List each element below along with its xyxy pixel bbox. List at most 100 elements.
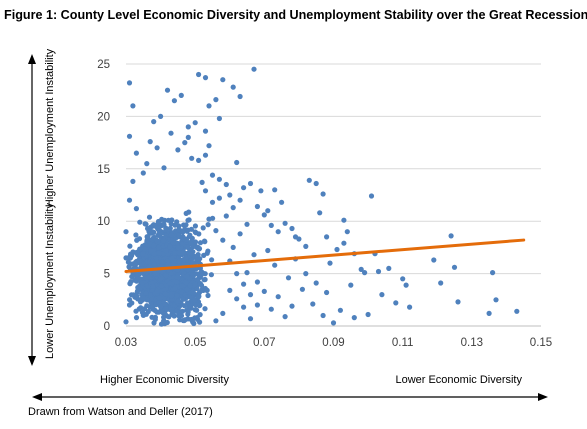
data-point — [199, 282, 205, 289]
data-point — [147, 139, 153, 145]
data-point — [451, 264, 458, 270]
data-point — [317, 210, 323, 216]
axis-notes: Higher Economic Diversity Lower Economic … — [44, 48, 522, 386]
trendline-layer — [124, 238, 526, 274]
data-point — [275, 294, 281, 300]
y-tick-label: 0 — [104, 321, 110, 333]
data-point — [125, 259, 131, 265]
axis-arrows — [28, 54, 548, 401]
data-point — [148, 248, 154, 254]
data-point — [150, 304, 156, 310]
data-point — [299, 286, 305, 292]
data-point — [247, 292, 254, 298]
data-point — [213, 228, 219, 234]
data-point — [132, 259, 139, 265]
data-point — [202, 188, 209, 194]
data-point — [188, 251, 194, 257]
data-point — [254, 302, 260, 308]
y-tick-labels: 0 5 10 15 20 25 — [97, 59, 110, 333]
data-point — [192, 282, 198, 288]
data-point — [251, 66, 257, 72]
data-point — [197, 319, 203, 325]
data-point — [241, 185, 247, 191]
chart-title: Figure 1: County Level Economic Diversit… — [4, 8, 587, 22]
data-point — [175, 232, 181, 238]
x-tick-label: 0.07 — [253, 337, 275, 349]
data-point — [192, 229, 198, 235]
y-tick-label: 10 — [97, 216, 110, 228]
data-point — [275, 229, 281, 235]
x-tick-label: 0.15 — [530, 337, 552, 349]
data-point — [201, 252, 207, 258]
data-point — [192, 297, 198, 303]
data-point — [142, 242, 148, 248]
data-point — [227, 192, 233, 198]
data-point — [126, 302, 133, 308]
data-point — [213, 318, 219, 324]
data-point — [234, 159, 240, 166]
x-arrow-head-left — [32, 393, 42, 401]
x-tick-label: 0.13 — [461, 337, 483, 349]
data-point — [241, 281, 247, 287]
data-point — [362, 270, 368, 276]
data-point — [199, 287, 205, 293]
y-tick-label: 20 — [97, 111, 110, 123]
data-point — [282, 220, 288, 226]
data-point — [153, 255, 160, 261]
data-point — [146, 214, 153, 220]
data-point — [220, 77, 226, 83]
data-point — [130, 103, 136, 109]
data-point — [161, 222, 167, 228]
data-point — [161, 165, 167, 171]
data-point — [197, 302, 203, 308]
data-point — [241, 304, 247, 310]
data-point — [135, 275, 141, 281]
y-tick-label: 25 — [97, 59, 110, 71]
data-point — [175, 309, 181, 315]
data-point — [179, 283, 185, 289]
data-point — [330, 320, 337, 326]
data-point — [154, 145, 160, 151]
data-point — [151, 251, 157, 257]
data-point — [234, 271, 240, 277]
data-point — [205, 248, 211, 254]
data-point — [285, 275, 292, 281]
data-point — [134, 249, 140, 255]
data-point — [188, 316, 195, 323]
data-point — [200, 225, 206, 231]
data-point — [216, 195, 222, 201]
data-point — [162, 295, 168, 301]
x-note-high: Lower Economic Diversity — [395, 374, 522, 386]
data-point — [205, 222, 211, 228]
data-point — [202, 128, 209, 134]
data-point — [144, 161, 150, 167]
data-point — [201, 277, 207, 283]
data-point — [196, 157, 202, 163]
data-point — [174, 279, 180, 285]
data-point — [189, 155, 195, 161]
data-point — [261, 288, 267, 294]
data-point — [148, 292, 154, 298]
data-point — [187, 303, 194, 309]
data-point — [145, 234, 151, 240]
data-point — [148, 224, 154, 230]
data-point — [306, 177, 312, 183]
data-point — [227, 287, 233, 293]
data-point — [181, 256, 187, 263]
data-point — [279, 199, 285, 205]
data-point — [168, 130, 174, 136]
data-point — [206, 103, 212, 109]
data-point — [358, 266, 364, 272]
data-point — [130, 178, 136, 184]
data-point — [486, 310, 492, 316]
data-point — [183, 237, 190, 243]
data-point — [386, 265, 392, 271]
data-point — [142, 274, 148, 281]
data-point — [126, 197, 133, 203]
data-point — [216, 115, 222, 122]
data-point — [334, 246, 340, 253]
data-point — [202, 306, 208, 312]
data-point — [156, 309, 162, 315]
data-point — [351, 315, 357, 321]
data-point — [169, 293, 175, 299]
